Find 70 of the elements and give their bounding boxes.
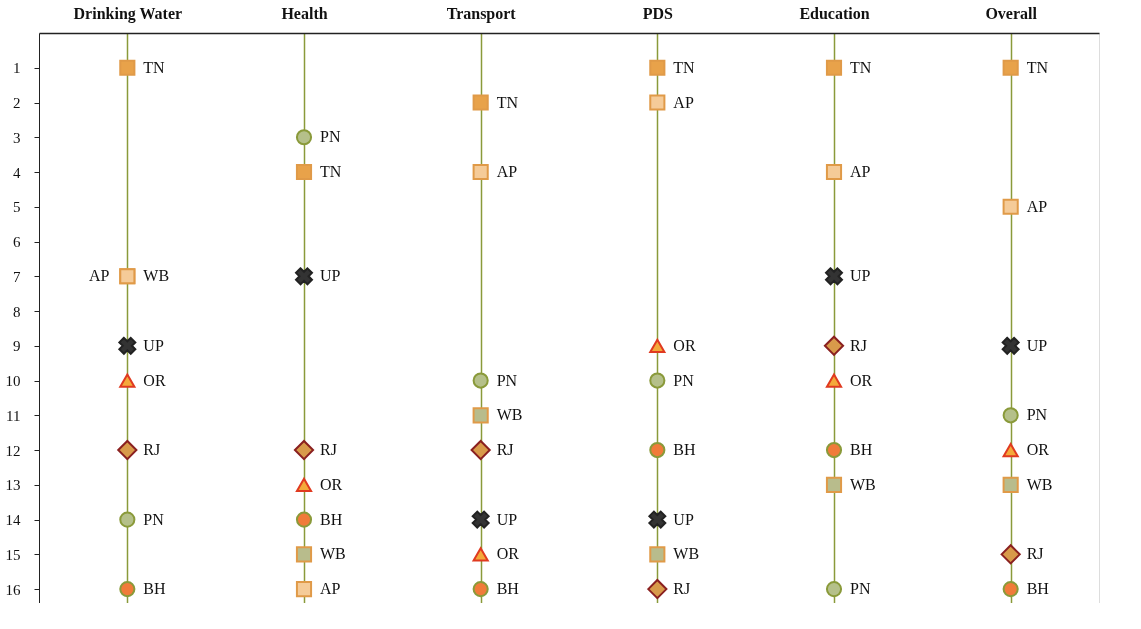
text: AP bbox=[88, 267, 110, 285]
text: UP bbox=[496, 510, 518, 528]
text: OR bbox=[143, 371, 166, 389]
text: BH bbox=[143, 580, 166, 598]
text: PN bbox=[320, 128, 341, 146]
text: RJ bbox=[850, 336, 867, 354]
text: UP bbox=[850, 267, 871, 285]
text: OR bbox=[850, 371, 873, 389]
text: RJ bbox=[496, 441, 514, 459]
text: BH bbox=[673, 441, 696, 459]
series-label: BH bbox=[850, 441, 873, 459]
x-tick-label: Overall bbox=[985, 4, 1038, 22]
text: AP bbox=[1026, 197, 1048, 215]
y-tick-label: 16 bbox=[5, 581, 21, 598]
y-tick-label: 10 bbox=[5, 373, 21, 390]
text: WB bbox=[496, 406, 523, 424]
text: TN bbox=[1026, 58, 1048, 76]
x-tick-label: Health bbox=[281, 4, 328, 22]
x-tick-label: Drinking Water bbox=[73, 4, 183, 23]
text: OR bbox=[320, 475, 343, 493]
y-tick-label: 2 bbox=[13, 95, 21, 112]
text: RJ bbox=[320, 441, 337, 459]
text: WB bbox=[143, 267, 170, 285]
y-tick-label: 8 bbox=[13, 303, 21, 320]
x-tick-label: PDS bbox=[642, 4, 674, 22]
text: UP bbox=[143, 336, 164, 354]
text: TN bbox=[496, 93, 518, 111]
text: PN bbox=[673, 371, 694, 389]
y-tick-label: 15 bbox=[5, 546, 21, 563]
y-tick-label: 14 bbox=[5, 512, 21, 529]
text: AP bbox=[673, 93, 694, 111]
text: BH bbox=[320, 510, 343, 528]
y-tick-label: 13 bbox=[5, 477, 21, 494]
text: PN bbox=[496, 371, 518, 389]
text: TN bbox=[673, 58, 695, 76]
text: RJ bbox=[1026, 545, 1044, 563]
text: WB bbox=[320, 545, 346, 563]
y-tick-label: 1 bbox=[13, 60, 21, 77]
y-tick-label: 7 bbox=[13, 268, 21, 285]
y-tick-label: 4 bbox=[13, 164, 21, 181]
x-tick-label: Transport bbox=[446, 4, 517, 23]
series-label: OR bbox=[496, 545, 520, 563]
text: TN bbox=[320, 163, 342, 181]
text: UP bbox=[673, 510, 694, 528]
series-label: PN bbox=[850, 580, 871, 598]
series-label: AP bbox=[850, 163, 871, 181]
series-label: WB bbox=[850, 475, 876, 493]
series-label: RJ bbox=[143, 441, 161, 459]
text: BH bbox=[496, 580, 519, 598]
text: OR bbox=[1026, 441, 1049, 459]
y-tick-label: 3 bbox=[13, 129, 21, 146]
y-tick-label: 12 bbox=[5, 442, 21, 459]
series-label: TN bbox=[850, 58, 872, 76]
text: PN bbox=[143, 510, 164, 528]
text: WB bbox=[1026, 475, 1053, 493]
text: PN bbox=[1026, 406, 1048, 424]
y-tick-label: 6 bbox=[13, 234, 21, 251]
y-tick-label: 11 bbox=[6, 407, 21, 424]
text: TN bbox=[143, 58, 165, 76]
text: RJ bbox=[673, 580, 691, 598]
y-tick-label: 5 bbox=[13, 199, 21, 216]
text: AP bbox=[496, 163, 518, 181]
series-label: UP bbox=[320, 267, 341, 285]
text: AP bbox=[320, 580, 341, 598]
text: BH bbox=[1026, 580, 1049, 598]
text: WB bbox=[673, 545, 700, 563]
text: UP bbox=[1026, 336, 1048, 354]
text: OR bbox=[673, 336, 696, 354]
y-tick-label: 9 bbox=[13, 338, 21, 355]
x-tick-label: Education bbox=[799, 4, 870, 22]
